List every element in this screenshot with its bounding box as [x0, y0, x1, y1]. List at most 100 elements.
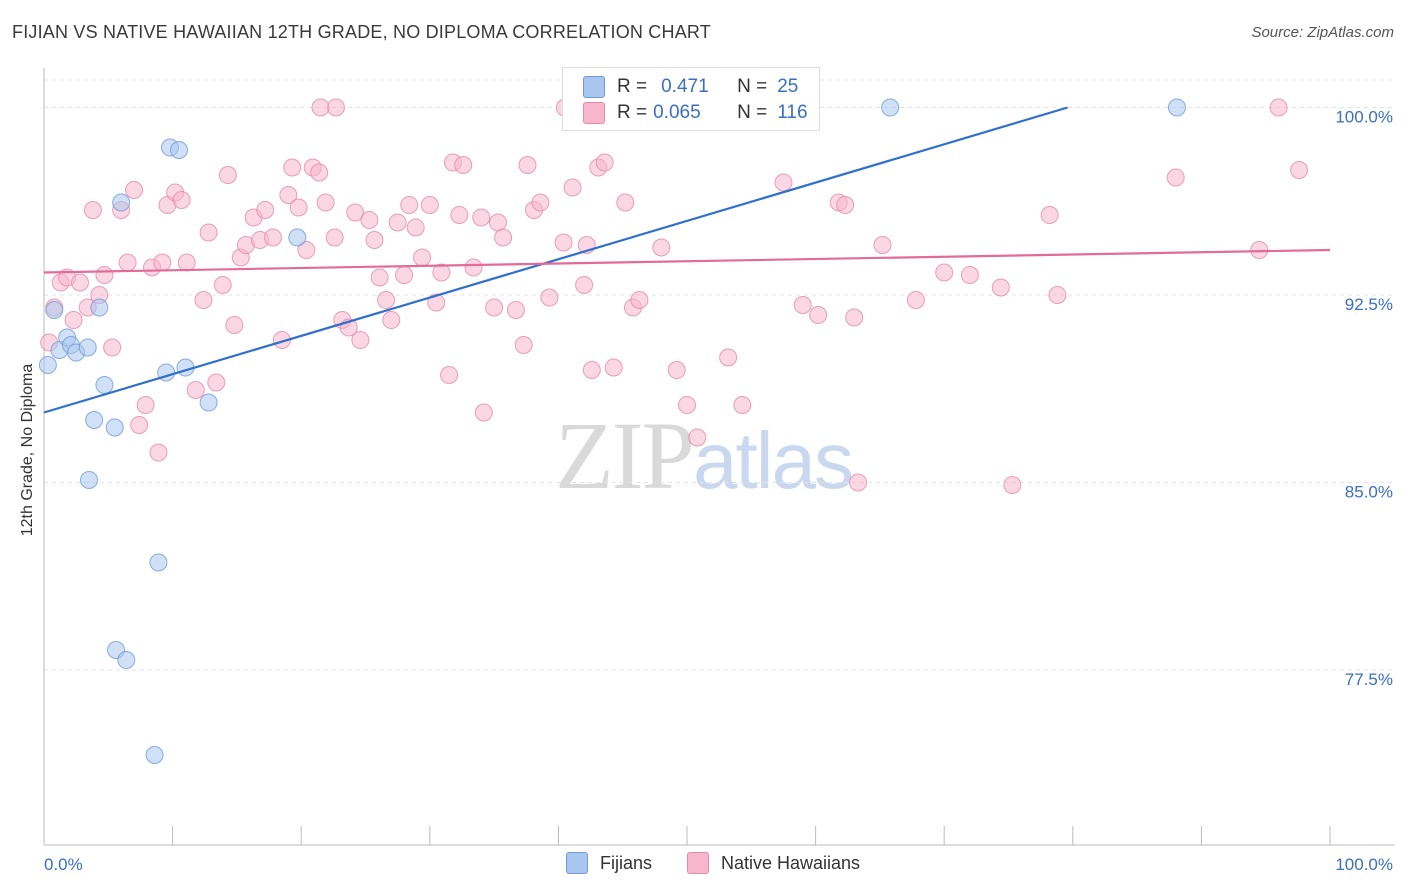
native-hawaiian-point: [531, 193, 550, 212]
native-hawaiian-point: [440, 366, 459, 384]
watermark-zip: ZIP: [555, 402, 695, 509]
native-hawaiian-point: [177, 253, 196, 272]
native-hawaiian-point: [616, 193, 635, 212]
y-tick-label: 77.5%: [1345, 670, 1393, 689]
native-hawaiian-point: [218, 166, 237, 184]
source-label: Source: ZipAtlas.com: [1251, 24, 1394, 41]
native-hawaiian-point: [1003, 476, 1022, 494]
fijian-point: [170, 141, 189, 159]
native-hawaiian-point: [1048, 286, 1067, 304]
y-tick-label: 92.5%: [1345, 295, 1393, 314]
y-tick-label: 100.0%: [1335, 108, 1393, 127]
native-hawaiian-point: [186, 381, 205, 399]
fijian-point: [45, 301, 64, 319]
legend-item-fijians[interactable]: Fijians: [566, 852, 652, 874]
native-hawaiian-point: [474, 403, 493, 422]
x-tick-label: 100.0%: [1335, 855, 1393, 874]
native-hawaiians-trend-line: [43, 248, 1331, 274]
native-hawaiian-point: [540, 288, 559, 307]
fijian-point: [105, 418, 124, 437]
watermark-atlas: atlas: [693, 416, 854, 505]
native-hawaiian-point: [395, 266, 414, 284]
native-hawaiian-point: [554, 233, 573, 252]
native-hawaiian-point: [906, 291, 925, 309]
native-hawaiian-point: [256, 201, 275, 219]
native-hawaiian-point: [311, 98, 330, 117]
x-tick-label: 0.0%: [44, 855, 83, 874]
native-hawaiian-point: [652, 238, 671, 257]
native-hawaiian-point: [297, 241, 316, 259]
legend-label: Fijians: [600, 852, 653, 873]
native-hawaiian-point: [1166, 168, 1185, 187]
native-hawaiian-point: [935, 263, 954, 282]
native-hawaiian-point: [400, 196, 419, 214]
native-hawaiian-point: [604, 358, 623, 377]
n-label: N =: [737, 102, 768, 123]
fijian-point: [80, 471, 99, 489]
native-hawaiian-point: [83, 201, 102, 219]
legend-stats: R = 0.471 N = 25 R = 0.065 N = 116: [562, 67, 820, 131]
native-hawaiian-point: [370, 268, 389, 287]
native-hawaiian-point: [454, 156, 473, 174]
native-hawaiian-point: [130, 416, 149, 434]
native-hawaiian-point: [845, 308, 864, 327]
n-value: 116: [777, 102, 808, 123]
native-hawaiian-point: [125, 181, 144, 199]
y-axis-label: 12th Grade, No Diploma: [19, 363, 36, 537]
native-hawaiian-point: [360, 211, 379, 229]
native-hawaiian-point: [494, 228, 513, 247]
legend-item-native-hawaiians[interactable]: Native Hawaiians: [687, 852, 860, 874]
fijian-point: [112, 193, 131, 212]
fijian-point: [881, 98, 900, 117]
native-hawaiian-point: [427, 293, 446, 312]
native-hawaiian-point: [95, 266, 114, 284]
native-hawaiian-point: [149, 443, 168, 462]
fijian-point: [288, 228, 307, 247]
native-hawaiian-point: [382, 311, 401, 329]
r-label: R =: [617, 76, 648, 97]
native-hawaiian-point: [413, 248, 432, 267]
native-hawaiian-point: [1269, 98, 1288, 117]
fijian-point: [149, 553, 168, 572]
native-hawaiians-swatch: [583, 102, 605, 124]
native-hawaiian-point: [678, 396, 696, 414]
fijian-point: [95, 376, 114, 394]
native-hawaiian-point: [199, 223, 218, 242]
native-hawaiian-point: [518, 156, 537, 174]
native-hawaiian-point: [991, 278, 1010, 297]
native-hawaiian-point: [310, 163, 329, 182]
native-hawaiian-point: [64, 311, 83, 329]
native-hawaiian-point: [225, 316, 244, 334]
native-hawaiian-point: [153, 253, 172, 272]
native-hawaiian-point: [506, 301, 525, 319]
native-hawaiian-point: [563, 178, 582, 197]
native-hawaiian-point: [793, 296, 812, 314]
fijians-swatch: [566, 852, 588, 874]
native-hawaiian-point: [582, 361, 601, 379]
native-hawaiian-point: [688, 428, 707, 447]
fijian-point: [90, 298, 109, 317]
native-hawaiian-point: [667, 361, 686, 379]
native-hawaiian-point: [326, 98, 345, 117]
legend-row-fijians: R = 0.471 N = 25: [583, 74, 798, 100]
native-hawaiian-point: [960, 266, 979, 284]
native-hawaiian-point: [118, 253, 137, 272]
fijians-trend-line: [43, 106, 1068, 414]
native-hawaiian-point: [207, 373, 226, 392]
native-hawaiian-point: [351, 331, 370, 349]
legend-series: Fijians Native Hawaiians: [0, 852, 1406, 878]
native-hawaiian-point: [595, 153, 614, 172]
native-hawaiian-point: [283, 158, 302, 177]
native-hawaiian-point: [279, 186, 298, 204]
native-hawaiian-point: [365, 231, 384, 249]
native-hawaiian-point: [103, 338, 122, 357]
fijian-point: [85, 411, 104, 429]
native-hawaiian-point: [472, 208, 491, 227]
native-hawaiian-point: [836, 196, 855, 214]
native-hawaiian-point: [213, 276, 232, 294]
fijian-point: [78, 338, 97, 357]
native-hawaiian-point: [325, 228, 344, 247]
fijian-point: [38, 356, 57, 374]
r-label: R =: [617, 102, 648, 123]
